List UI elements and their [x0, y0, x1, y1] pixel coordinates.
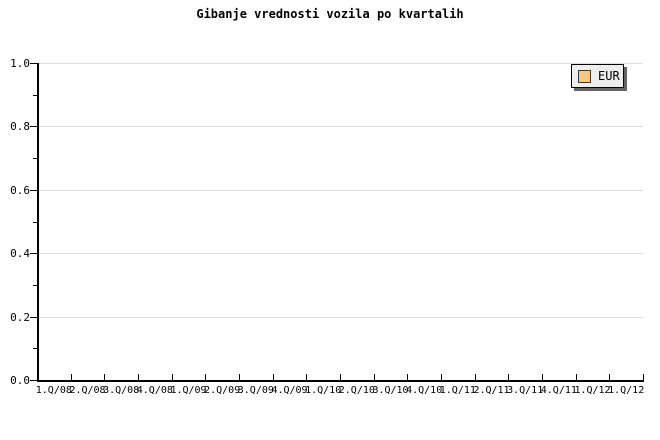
gridline [37, 126, 643, 127]
gridline [37, 63, 643, 64]
y-axis-major-tick [30, 126, 37, 127]
y-axis-tick-label: 0.6 [10, 184, 30, 197]
x-axis-tick [239, 374, 240, 380]
x-axis-tick [273, 374, 274, 380]
y-axis-minor-tick [33, 158, 37, 159]
y-axis-tick-label: 0.8 [10, 120, 30, 133]
x-axis-tick-label: 2.Q/08 [69, 385, 106, 396]
x-axis-tick [542, 374, 543, 380]
legend-box: EUR [571, 64, 624, 88]
x-axis-tick-label: 4.Q/11 [540, 385, 577, 396]
x-axis-tick [576, 374, 577, 380]
gridline [37, 317, 643, 318]
x-axis-tick-label: 1.Q/12 [608, 385, 645, 396]
y-axis-line [37, 63, 39, 382]
y-axis-tick-label: 0.4 [10, 247, 30, 260]
x-axis-tick-label: 1.Q/12 [574, 385, 611, 396]
y-axis-major-tick [30, 190, 37, 191]
plot-area: 0.0 0.2 0.4 0.6 0.8 1.0 1.Q/08 2.Q/08 3.Q/08 4.Q/… [10, 57, 644, 396]
legend-swatch-eur [578, 69, 591, 83]
x-axis-tick [643, 374, 644, 380]
x-axis-tick [205, 374, 206, 380]
x-axis-tick-label: 2.Q/10 [338, 385, 375, 396]
x-axis-tick-label: 1.Q/11 [439, 385, 476, 396]
x-axis-tick-label: 3.Q/09 [237, 385, 274, 396]
x-axis-tick-label: 2.Q/09 [204, 385, 241, 396]
x-axis-tick-label: 4.Q/09 [271, 385, 308, 396]
x-axis-tick-label: 3.Q/10 [372, 385, 409, 396]
x-axis-line [37, 380, 644, 382]
x-axis-tick-label: 4.Q/10 [406, 385, 443, 396]
x-axis-tick-label: 3.Q/08 [103, 385, 140, 396]
x-axis-tick [306, 374, 307, 380]
x-axis-tick [475, 374, 476, 380]
x-axis-tick-label: 1.Q/09 [170, 385, 207, 396]
y-axis-major-tick [30, 63, 37, 64]
x-axis-tick [441, 374, 442, 380]
y-axis-tick-label: 0.2 [10, 311, 30, 324]
y-axis-minor-tick [33, 95, 37, 96]
x-axis-tick-label: 3.Q/11 [507, 385, 544, 396]
legend-label-eur: EUR [598, 69, 620, 83]
x-axis-tick-label: 1.Q/08 [35, 385, 72, 396]
x-axis-tick [508, 374, 509, 380]
y-axis-tick-label: 0.0 [10, 374, 30, 387]
x-axis-tick [104, 374, 105, 380]
x-axis-tick-label: 4.Q/08 [136, 385, 173, 396]
y-axis-major-tick [30, 317, 37, 318]
y-axis-tick-label: 1.0 [10, 57, 30, 70]
y-axis-major-tick [30, 253, 37, 254]
x-axis-tick-label: 2.Q/11 [473, 385, 510, 396]
x-axis-tick-label: 1.Q/10 [305, 385, 342, 396]
x-axis-tick [172, 374, 173, 380]
x-axis-tick [609, 374, 610, 380]
x-axis-tick [138, 374, 139, 380]
chart-title: Gibanje vrednosti vozila po kvartalih [196, 7, 464, 21]
x-axis-tick [71, 374, 72, 380]
x-axis-tick [340, 374, 341, 380]
gridline [37, 190, 643, 191]
x-axis-tick [407, 374, 408, 380]
x-axis-tick [374, 374, 375, 380]
gridline [37, 253, 643, 254]
y-axis-minor-tick [33, 348, 37, 349]
y-axis-minor-tick [33, 285, 37, 286]
y-axis-minor-tick [33, 222, 37, 223]
y-axis-major-tick [30, 380, 37, 381]
